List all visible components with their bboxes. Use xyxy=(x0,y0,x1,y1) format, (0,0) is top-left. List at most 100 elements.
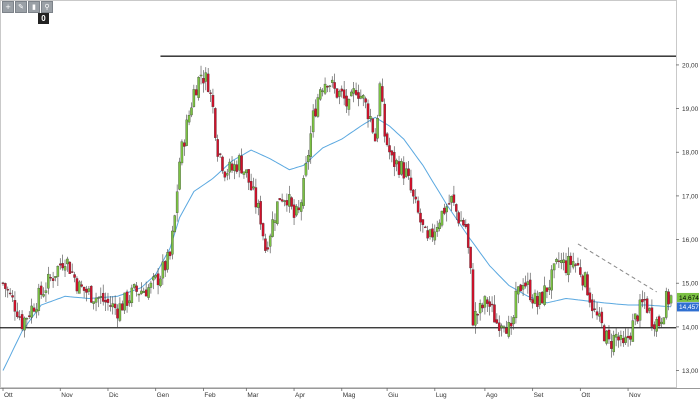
candle xyxy=(8,288,12,296)
candle xyxy=(290,196,293,210)
x-tick-label: Nov xyxy=(61,392,73,399)
candle-body xyxy=(669,295,673,304)
candle xyxy=(419,208,422,232)
candle xyxy=(435,220,439,237)
candle-body xyxy=(412,189,415,197)
candle xyxy=(402,156,406,186)
candle-body xyxy=(662,317,666,325)
candle-body xyxy=(371,118,375,133)
candle-body xyxy=(56,266,60,277)
candle-body xyxy=(135,285,138,292)
candle xyxy=(44,282,48,302)
candle xyxy=(369,108,372,123)
candle-body xyxy=(206,73,210,92)
candle-body xyxy=(163,261,167,271)
candle xyxy=(302,175,305,209)
candle xyxy=(350,89,353,97)
candle-body xyxy=(307,155,310,163)
candle-body xyxy=(340,88,344,92)
candle xyxy=(481,302,484,313)
candle xyxy=(431,223,434,242)
candle xyxy=(543,276,546,307)
candle xyxy=(631,313,635,342)
candle xyxy=(545,287,549,299)
candle xyxy=(657,314,661,329)
candle-body xyxy=(242,171,246,175)
candle-body xyxy=(543,285,546,305)
candle-body xyxy=(440,210,444,226)
candle xyxy=(252,177,255,191)
trash-icon[interactable]: ▮ xyxy=(28,1,40,13)
candle-body xyxy=(323,83,327,94)
candle xyxy=(171,225,174,260)
candle-body xyxy=(78,281,81,294)
candle-body xyxy=(490,303,494,306)
candle xyxy=(662,317,666,325)
candle-body xyxy=(622,338,625,344)
candle-body xyxy=(285,200,289,206)
candle xyxy=(23,316,26,338)
candle-body xyxy=(30,305,33,318)
candle-body xyxy=(140,290,143,294)
candle xyxy=(99,287,103,305)
candle-body xyxy=(486,299,489,304)
candle-body xyxy=(483,296,487,308)
candle-body xyxy=(433,231,437,241)
candle xyxy=(438,219,441,232)
candle xyxy=(235,160,239,174)
pencil-icon[interactable]: ✎ xyxy=(15,1,27,13)
candle-body xyxy=(216,139,219,157)
candles-layer xyxy=(1,65,673,358)
candle xyxy=(562,252,565,271)
candle xyxy=(221,155,224,174)
candle xyxy=(218,152,222,158)
candle-body xyxy=(414,196,417,200)
candle xyxy=(622,330,625,347)
candle-body xyxy=(316,97,320,117)
candle xyxy=(259,195,262,230)
candle xyxy=(183,139,186,156)
candle xyxy=(509,316,513,335)
candle-body xyxy=(443,207,446,214)
candle xyxy=(452,185,456,206)
candle-body xyxy=(421,219,425,225)
candle xyxy=(536,290,539,315)
candle-body xyxy=(610,341,613,349)
candle xyxy=(328,85,332,93)
y-tick-label: 19,00 xyxy=(682,106,699,113)
zoom-icon[interactable]: ⚲ xyxy=(41,1,53,13)
candle-body xyxy=(32,307,36,312)
candle-body xyxy=(197,76,200,98)
candle xyxy=(118,297,122,323)
candle-body xyxy=(531,299,534,304)
candle xyxy=(474,302,477,334)
candle xyxy=(560,252,563,270)
candle-body xyxy=(445,206,448,213)
candle-body xyxy=(366,103,370,120)
candle-body xyxy=(455,204,458,212)
candle-body xyxy=(185,119,188,146)
candle xyxy=(209,89,212,103)
candle xyxy=(528,272,532,303)
candle xyxy=(497,315,501,337)
candle-body xyxy=(271,219,274,237)
candle xyxy=(214,107,217,141)
candle xyxy=(97,296,100,308)
candle-body xyxy=(214,108,217,138)
candle-body xyxy=(521,285,525,290)
candle-body xyxy=(94,297,98,303)
candle xyxy=(66,256,69,272)
candle-body xyxy=(474,311,477,326)
candle xyxy=(505,320,508,334)
candle-body xyxy=(466,223,470,248)
candle xyxy=(1,281,5,286)
candle-body xyxy=(426,230,429,239)
candle-body xyxy=(254,187,258,208)
candle-body xyxy=(152,276,155,281)
crosshair-icon[interactable]: + xyxy=(2,1,14,13)
candle-body xyxy=(321,90,324,92)
candle xyxy=(335,87,339,99)
candle xyxy=(650,299,654,331)
candle xyxy=(342,80,346,106)
candle xyxy=(648,307,651,314)
